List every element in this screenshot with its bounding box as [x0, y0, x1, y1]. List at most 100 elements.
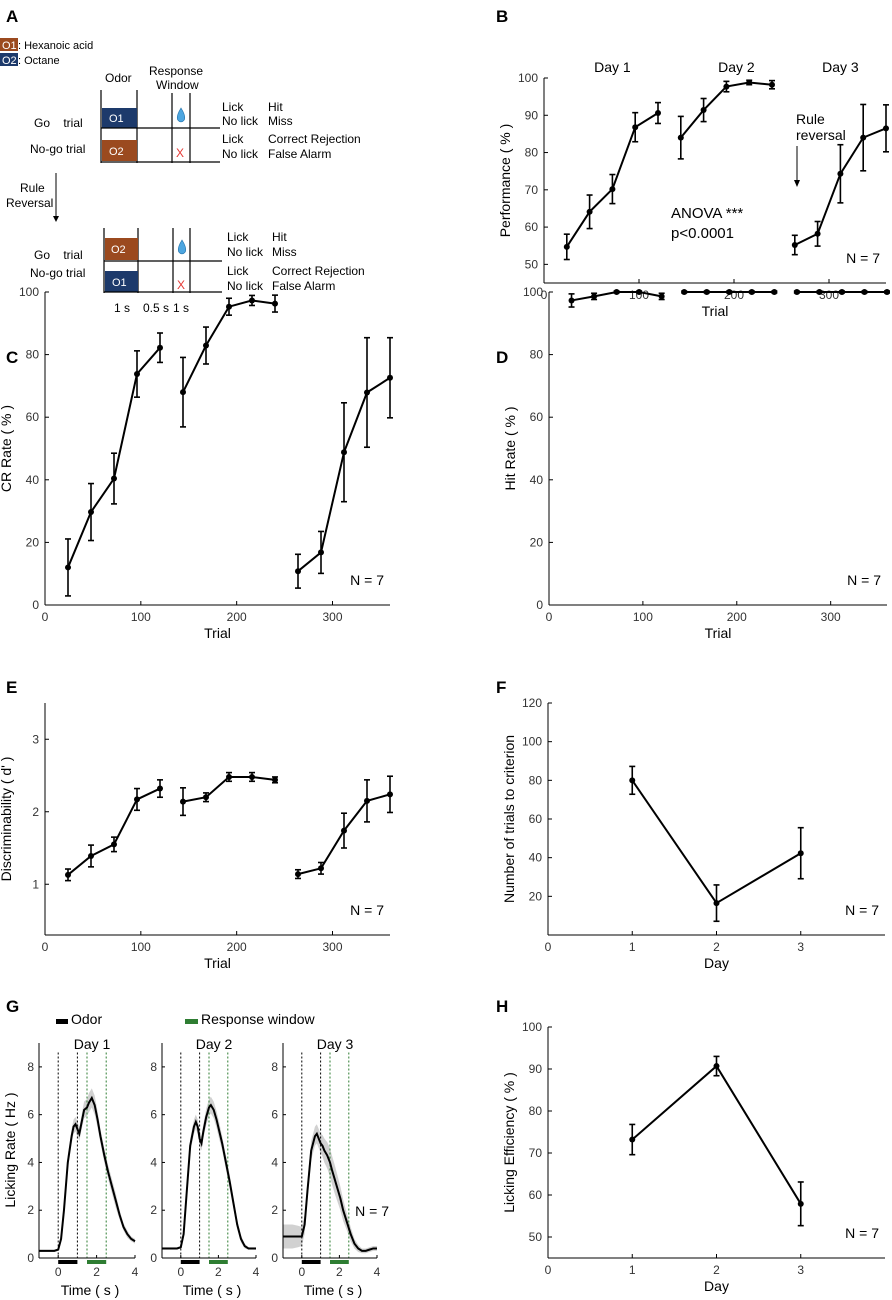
chart-g-sub3-n-label: N = 7	[355, 1203, 389, 1219]
chart-d-n-label: N = 7	[847, 572, 881, 588]
sch1-lick-1: Lick	[222, 100, 244, 114]
sch1-go-odor-box	[102, 108, 137, 128]
chart-e-y-tick-label: 1	[32, 877, 39, 891]
panel-letter-h: H	[496, 997, 508, 1016]
chart-g-sub3-y-tick-label: 4	[271, 1155, 278, 1169]
chart-c-data-point	[272, 300, 278, 307]
chart-e-data-point	[111, 841, 117, 848]
chart-c-data-point	[295, 568, 301, 575]
chart-e-y-tick-label: 3	[32, 732, 39, 746]
chart-c-y-tick-label: 100	[19, 285, 39, 299]
legend-o2-name: : Octane	[18, 55, 60, 67]
chart-e-data-point	[387, 791, 393, 798]
chart-b-rule-text-2: reversal	[796, 127, 846, 143]
chart-g-sub1-mean-trace	[39, 1095, 136, 1252]
chart-b-data-point	[655, 110, 661, 117]
chart-e-data-point	[134, 796, 140, 803]
sch2-false-alarm: False Alarm	[272, 279, 335, 293]
chart-e-data-point	[341, 827, 347, 834]
chart-h-y-tick-label: 80	[529, 1104, 543, 1118]
chart-g-sub2-x-axis-label: Time ( s )	[183, 1282, 242, 1298]
chart-g-sub1-y-tick-label: 0	[27, 1251, 34, 1265]
panel-a-schematic: O1 : Hexanoic acid O2 : Octane Odor Resp…	[0, 38, 365, 315]
chart-h-x-tick-label: 1	[629, 1263, 636, 1277]
chart-f-trials-to-criterion: 0 1 2 3 20 40 60 80 100 120 Day Number of trials to…	[501, 696, 885, 971]
chart-b-data-point	[677, 134, 684, 141]
chart-f-y-tick-label: 80	[529, 773, 543, 787]
chart-g-sub3-y-tick-label: 0	[271, 1251, 278, 1265]
chart-g-sub2-x-tick-label: 0	[177, 1265, 184, 1279]
chart-h-data-point	[797, 1200, 804, 1207]
chart-b-data-point	[769, 81, 775, 88]
chart-d-data-point	[613, 289, 620, 295]
chart-h-y-tick-label: 60	[529, 1188, 543, 1202]
chart-e-data-point	[272, 776, 278, 783]
chart-h-y-tick-label: 90	[529, 1062, 543, 1076]
chart-e-x-tick-label: 300	[322, 940, 342, 954]
chart-d-x-axis-label: Trial	[705, 625, 732, 641]
chart-h-data-point	[629, 1136, 636, 1143]
sch2-nolick-1: No lick	[227, 245, 264, 259]
chart-e-y-tick-label: 2	[32, 805, 39, 819]
chart-b-data-point	[563, 243, 570, 250]
sch1-x-mark: X	[176, 146, 184, 160]
chart-d-data-point	[726, 289, 733, 295]
chart-h-x-tick-label: 0	[545, 1263, 552, 1277]
chart-g-sub2-x-tick-label: 4	[253, 1265, 260, 1279]
chart-g-sub3-response-bar	[330, 1260, 349, 1264]
sch2-water-drop-icon	[177, 239, 187, 255]
chart-f-data-point	[713, 900, 720, 907]
sch1-false-alarm: False Alarm	[268, 147, 331, 161]
chart-d-data-point	[658, 293, 665, 300]
response-header-line2: Window	[156, 78, 199, 92]
chart-c-data-point	[226, 303, 232, 310]
chart-g-sub2-mean-trace	[162, 1103, 256, 1250]
chart-c-y-tick-label: 20	[26, 535, 40, 549]
chart-g-sub1-x-tick-label: 0	[55, 1265, 62, 1279]
chart-d-data-point	[748, 289, 755, 295]
chart-c-data-point	[65, 564, 71, 571]
chart-f-y-tick-label: 120	[522, 696, 542, 710]
chart-d-x-tick-label: 300	[821, 610, 841, 624]
chart-c-y-tick-label: 80	[26, 348, 40, 362]
chart-e-data-point	[364, 797, 370, 804]
chart-h-series-line-1	[631, 1064, 802, 1205]
chart-e-x-tick-label: 0	[42, 940, 49, 954]
chart-b-y-tick-label: 80	[525, 146, 539, 160]
sch2-nogo-trial-label: No-go trial	[30, 266, 85, 280]
panel-letter-g: G	[6, 997, 19, 1016]
rule-reversal-line1: Rule	[20, 181, 45, 195]
chart-d-x-tick-label: 200	[727, 610, 747, 624]
chart-e-data-point	[203, 794, 209, 801]
chart-g-sub1-response-bar	[87, 1260, 107, 1264]
chart-g-sub3-x-tick-label: 4	[374, 1265, 381, 1279]
chart-g-sub1-y-tick-label: 8	[27, 1060, 34, 1074]
chart-d-x-tick-label: 100	[633, 610, 653, 624]
legend-o2-swatch	[0, 53, 18, 66]
chart-f-x-tick-label: 3	[797, 940, 804, 954]
sch2-miss: Miss	[272, 245, 297, 259]
chart-b-data-point	[814, 230, 821, 237]
chart-g-legend-odor-swatch	[56, 1019, 68, 1024]
chart-f-y-tick-label: 40	[529, 851, 543, 865]
chart-c-y-tick-label: 60	[26, 410, 40, 424]
chart-d-data-point	[816, 289, 823, 295]
chart-f-y-axis-label: Number of trials to criterion	[501, 735, 517, 903]
chart-e-data-point	[88, 852, 94, 859]
chart-g-sub2-odor-bar	[180, 1260, 200, 1264]
chart-b-y-tick-label: 100	[518, 71, 538, 85]
chart-d-data-point	[703, 289, 710, 295]
sch2-correct-rejection: Correct Rejection	[272, 264, 365, 278]
chart-e-y-axis-label: Discriminability ( d' )	[0, 757, 14, 882]
chart-g-sub3-y-tick-label: 2	[271, 1203, 278, 1217]
chart-c-y-axis-label: CR Rate ( % )	[0, 405, 14, 492]
sch1-hit: Hit	[268, 100, 283, 114]
chart-e-data-point	[318, 865, 324, 872]
chart-b-day-label-3: Day 3	[822, 59, 859, 75]
sch1-nolick-2: No lick	[222, 147, 259, 161]
chart-f-y-tick-label: 60	[529, 812, 543, 826]
chart-e-series-line-1	[67, 787, 161, 876]
chart-h-y-tick-label: 70	[529, 1146, 543, 1160]
chart-e-n-label: N = 7	[350, 902, 384, 918]
